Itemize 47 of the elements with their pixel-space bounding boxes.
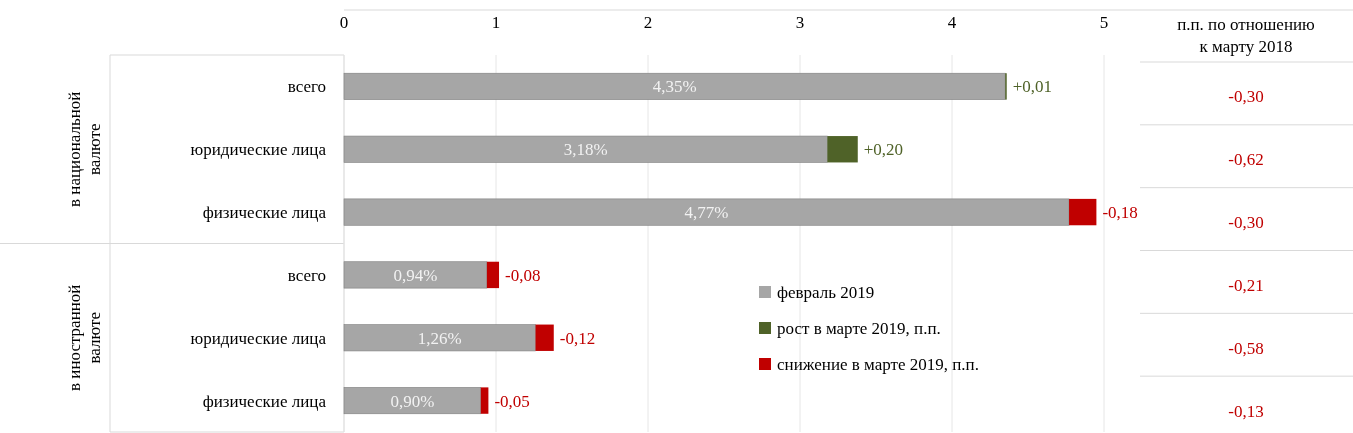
- y-tick-label: юридические лица: [190, 140, 327, 160]
- x-tick-label: 1: [491, 13, 501, 32]
- y-tick-label: физические лица: [202, 203, 327, 223]
- data-label: 3,18%: [563, 140, 608, 160]
- x-tick-label: 5: [1099, 13, 1109, 32]
- data-label: -0,08: [505, 265, 541, 285]
- data-label: +0,01: [1012, 77, 1053, 97]
- bar: [343, 324, 536, 352]
- text: -0,21: [1228, 275, 1264, 295]
- data-label: 4,35%: [652, 77, 697, 97]
- data-label: -0,12: [559, 328, 596, 348]
- y-tick-label: всего: [287, 265, 326, 285]
- data-label: 0,90%: [390, 391, 435, 411]
- data-label: 0,94%: [393, 265, 438, 285]
- bar: [1069, 198, 1097, 226]
- data-label: -0,18: [1102, 203, 1138, 223]
- text: -0,30: [1228, 213, 1264, 233]
- text: -0,58: [1228, 338, 1264, 358]
- data-label: 4,77%: [684, 203, 729, 223]
- x-tick-label: 0: [339, 13, 349, 32]
- y-tick-label: юридические лица: [190, 328, 327, 348]
- y-tick-label: всего: [287, 77, 326, 97]
- bar: [480, 387, 489, 414]
- text: -0,62: [1228, 150, 1264, 170]
- text: в национальной валюте: [65, 91, 104, 207]
- bar: [343, 261, 488, 289]
- data-label: 1,26%: [417, 328, 462, 348]
- bar: [343, 135, 828, 163]
- x-tick-label: 2: [643, 13, 653, 32]
- legend-label: февраль 2019: [777, 282, 875, 302]
- bar: [343, 72, 1006, 100]
- bar: [343, 387, 482, 415]
- x-tick-label: 3: [795, 13, 805, 32]
- bar: [535, 324, 554, 351]
- data-label: -0,05: [494, 391, 530, 411]
- text: -0,30: [1228, 87, 1264, 107]
- text: в иностранной валюте: [65, 284, 104, 391]
- legend-label: снижение в марте 2019, п.п.: [777, 354, 979, 374]
- text: п.п. по отношению к марту 2018: [1177, 15, 1316, 56]
- text: -0,13: [1228, 401, 1264, 421]
- bar: [486, 261, 500, 289]
- bar: [827, 136, 858, 163]
- bar: [343, 198, 1070, 226]
- y-tick-label: физические лица: [202, 391, 327, 411]
- data-label: +0,20: [863, 140, 904, 160]
- legend-label: рост в марте 2019, п.п.: [777, 318, 941, 338]
- x-tick-label: 4: [947, 13, 957, 32]
